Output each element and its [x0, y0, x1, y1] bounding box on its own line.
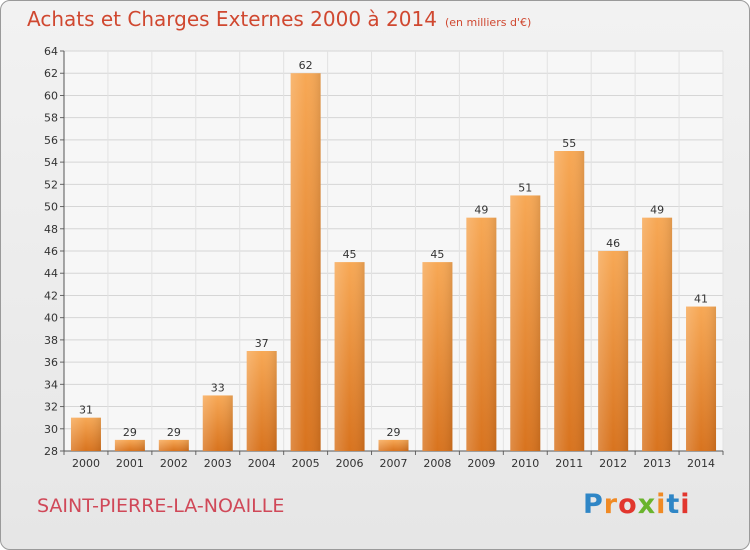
- bar-value-label: 45: [430, 248, 444, 261]
- bar-value-label: 29: [387, 426, 401, 439]
- logo-letter: i: [656, 489, 667, 520]
- bar-shade: [202, 395, 233, 451]
- bar-value-label: 45: [343, 248, 357, 261]
- y-tick-label: 48: [44, 223, 58, 236]
- bar-shade: [510, 195, 541, 451]
- bar-shade: [158, 439, 189, 451]
- bar-value-label: 31: [79, 404, 93, 417]
- logo-letter: i: [680, 489, 691, 520]
- y-tick-label: 42: [44, 289, 58, 302]
- chart-title: Achats et Charges Externes 2000 à 2014 (e…: [27, 7, 531, 31]
- y-tick-label: 50: [44, 201, 58, 214]
- y-tick-label: 62: [44, 67, 58, 80]
- y-tick-label: 40: [44, 312, 58, 325]
- bar-value-label: 51: [518, 181, 532, 194]
- proxiti-logo: Proxiti: [583, 489, 691, 520]
- town-name: SAINT-PIERRE-LA-NOAILLE: [37, 495, 285, 517]
- y-tick-label: 46: [44, 245, 58, 258]
- bar-shade: [466, 217, 497, 451]
- x-tick-label: 2008: [423, 457, 451, 470]
- y-tick-label: 64: [44, 45, 58, 58]
- y-tick-label: 34: [44, 378, 58, 391]
- bar-shade: [598, 251, 629, 451]
- x-tick-label: 2012: [599, 457, 627, 470]
- bar-value-label: 33: [211, 381, 225, 394]
- y-tick-label: 52: [44, 178, 58, 191]
- bar-value-label: 49: [650, 204, 664, 217]
- x-tick-label: 2007: [380, 457, 408, 470]
- x-tick-label: 2001: [116, 457, 144, 470]
- y-tick-label: 54: [44, 156, 58, 169]
- chart-subtitle: (en milliers d'€): [444, 16, 532, 29]
- bar-value-label: 62: [299, 59, 313, 72]
- y-tick-label: 44: [44, 267, 58, 280]
- x-tick-label: 2005: [292, 457, 320, 470]
- x-tick-label: 2009: [467, 457, 495, 470]
- bar-value-label: 29: [167, 426, 181, 439]
- bar-shade: [686, 306, 717, 451]
- y-tick-label: 56: [44, 134, 58, 147]
- x-tick-label: 2013: [643, 457, 671, 470]
- x-tick-label: 2010: [511, 457, 539, 470]
- chart-title-text: Achats et Charges Externes 2000 à 2014: [27, 7, 437, 31]
- y-tick-label: 60: [44, 89, 58, 102]
- bar-value-label: 49: [474, 204, 488, 217]
- bar-shade: [422, 262, 453, 451]
- logo-letter: o: [618, 489, 638, 520]
- bar-shade: [642, 217, 673, 451]
- bar-shade: [378, 439, 409, 451]
- x-tick-label: 2014: [687, 457, 715, 470]
- bar-value-label: 29: [123, 426, 137, 439]
- y-tick-label: 58: [44, 112, 58, 125]
- y-tick-label: 36: [44, 356, 58, 369]
- x-tick-label: 2002: [160, 457, 188, 470]
- bar-shade: [246, 351, 277, 451]
- x-tick-label: 2011: [555, 457, 583, 470]
- logo-letter: t: [666, 489, 681, 520]
- y-tick-label: 32: [44, 401, 58, 414]
- bar-value-label: 37: [255, 337, 269, 350]
- y-tick-label: 28: [44, 445, 58, 458]
- logo-letter: r: [603, 489, 619, 520]
- bar-shade: [334, 262, 365, 451]
- bar-value-label: 46: [606, 237, 620, 250]
- logo-letter: x: [637, 489, 657, 520]
- x-tick-label: 2004: [248, 457, 276, 470]
- y-tick-label: 38: [44, 334, 58, 347]
- logo-letter: P: [583, 489, 604, 520]
- bar-shade: [70, 417, 101, 451]
- x-tick-label: 2003: [204, 457, 232, 470]
- bar-shade: [114, 439, 145, 451]
- bar-shade: [554, 151, 585, 451]
- x-tick-label: 2006: [336, 457, 364, 470]
- bar-value-label: 41: [694, 293, 708, 306]
- y-tick-label: 30: [44, 423, 58, 436]
- bar-value-label: 55: [562, 137, 576, 150]
- bar-shade: [290, 73, 321, 451]
- x-tick-label: 2000: [72, 457, 100, 470]
